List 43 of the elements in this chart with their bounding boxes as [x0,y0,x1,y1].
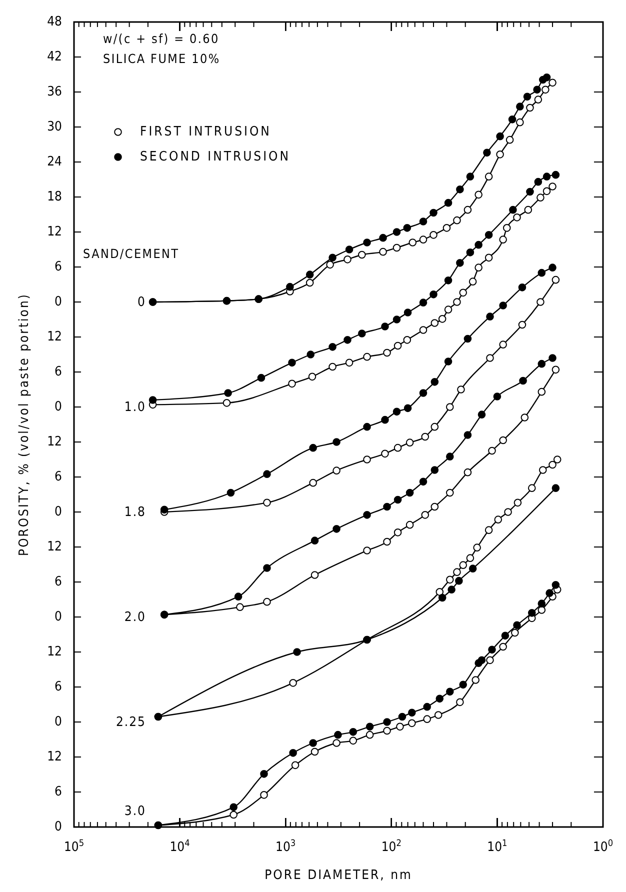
annotation: SILICA FUME 10% [103,51,220,66]
y-tick-label: 12 [47,330,62,344]
y-tick-label: 12 [47,224,62,240]
y-tick-label: 0 [54,400,62,414]
y-tick-label: 6 [54,784,62,800]
y-tick-label: 6 [54,260,62,274]
y-tick-label: 30 [47,120,62,134]
y-tick-label: 6 [54,574,62,590]
y-tick-label: 12 [47,540,62,554]
y-axis-title: POROSITY, % (vol/vol paste portion) [16,293,32,556]
y-tick-label: 6 [54,470,62,484]
y-tick-label: 18 [47,190,62,204]
x-tick-label: 10$^{0}$ [592,839,614,855]
x-axis-title: PORE DIAMETER, nm [264,868,412,883]
annotation: 1.0 [124,400,146,414]
annotation: SAND/CEMENT [83,246,180,261]
annotation: 2.25 [116,714,146,730]
x-tick-label: 10$^{4}$ [170,839,190,855]
y-tick-label: 36 [47,84,62,100]
y-tick-label: 0 [54,820,62,834]
legend-label: SECOND INTRUSION [140,150,291,164]
y-tick-label: 48 [47,14,62,30]
y-tick-label: 12 [47,434,62,450]
y-tick-label: 0 [54,294,62,310]
y-tick-label: 42 [47,50,62,64]
y-tick-label: 0 [54,610,62,624]
x-tick-label: 10$^{1}$ [487,839,508,855]
annotation: 1.8 [124,504,146,520]
x-tick-label: 10$^{5}$ [64,839,84,855]
y-tick-label: 0 [54,504,62,520]
y-tick-label: 24 [47,154,62,170]
y-tick-label: 12 [47,750,62,764]
annotation: 3.0 [124,804,146,818]
legend-label: FIRST INTRUSION [140,124,272,140]
y-tick-label: 12 [47,644,62,660]
y-tick-label: 6 [54,364,62,380]
annotation: 2.0 [124,610,146,624]
annotation: 0 [138,294,146,310]
y-tick-label: 0 [54,714,62,730]
x-tick-label: 10$^{3}$ [276,839,296,855]
annotation: w/(c + sf) = 0.60 [103,31,220,46]
y-tick-label: 6 [54,680,62,694]
x-tick-label: 10$^{2}$ [381,839,402,855]
